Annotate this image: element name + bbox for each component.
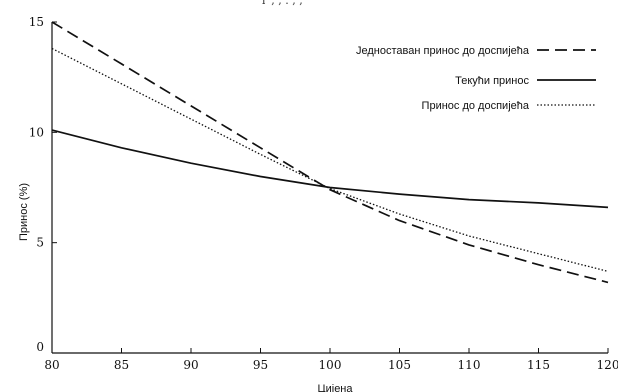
legend-label-2: Текући принос	[455, 75, 529, 87]
y-tick-label: 15	[29, 15, 44, 29]
legend-label-3: Принос до доспијећа	[422, 100, 530, 112]
svg-text:г , , . , ,: г , , . , ,	[262, 0, 303, 7]
legend-label-1: Једноставан принос до доспијећа	[356, 45, 530, 57]
x-tick-label: 115	[527, 358, 550, 372]
x-tick-label: 90	[183, 358, 198, 372]
legend: Једноставан принос до доспијећа Текући пр…	[356, 45, 596, 112]
x-axis-label: Цијена	[317, 383, 353, 392]
y-tick-label: 0	[36, 340, 44, 354]
y-axis-ticks: 0 5 10 15	[29, 15, 57, 354]
x-tick-label: 110	[458, 358, 481, 372]
x-tick-label: 120	[597, 358, 618, 372]
x-tick-label: 85	[114, 358, 129, 372]
series-line-2	[51, 129, 609, 209]
title-fragment: г , , . , ,	[262, 0, 303, 7]
x-tick-label: 80	[44, 358, 59, 372]
series-lines	[51, 21, 609, 284]
y-tick-label: 5	[36, 236, 44, 250]
series-line-1	[51, 21, 609, 284]
x-tick-label: 100	[319, 358, 342, 372]
y-axis-label: Принос (%)	[18, 183, 30, 241]
x-tick-label: 105	[388, 358, 411, 372]
x-axis-ticks: 80 85 90 95 100 105 110 115 120	[44, 348, 618, 372]
x-tick-label: 95	[253, 358, 268, 372]
y-tick-label: 10	[29, 125, 44, 139]
